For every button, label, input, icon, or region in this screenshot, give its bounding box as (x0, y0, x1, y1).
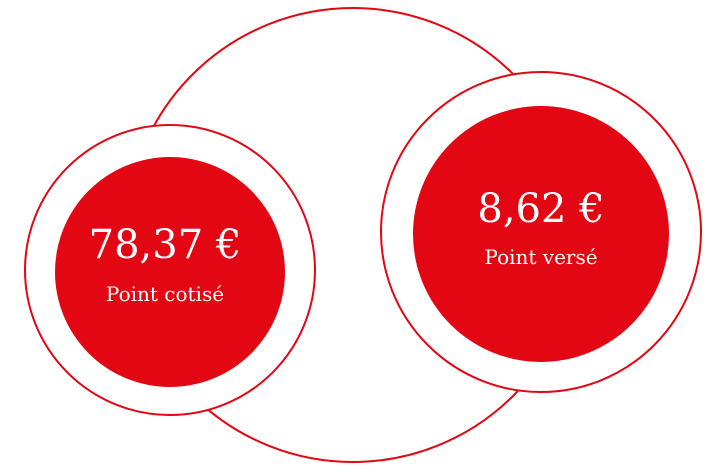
left-value: 78,37 € (89, 222, 242, 268)
right-label: Point versé (484, 245, 597, 269)
left-label: Point cotisé (106, 282, 224, 306)
left-disc (55, 157, 285, 387)
right-disc (413, 106, 669, 362)
right-value: 8,62 € (477, 186, 604, 232)
